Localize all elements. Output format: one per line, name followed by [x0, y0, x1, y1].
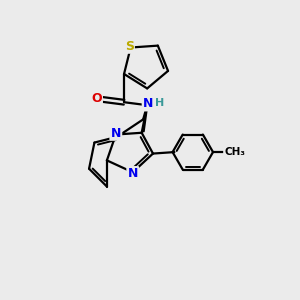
Text: N: N: [128, 167, 138, 180]
Text: H: H: [155, 98, 165, 108]
Text: N: N: [111, 127, 121, 140]
Text: N: N: [143, 97, 153, 110]
Text: S: S: [125, 40, 134, 52]
Text: O: O: [91, 92, 102, 105]
Text: CH₃: CH₃: [224, 147, 245, 157]
